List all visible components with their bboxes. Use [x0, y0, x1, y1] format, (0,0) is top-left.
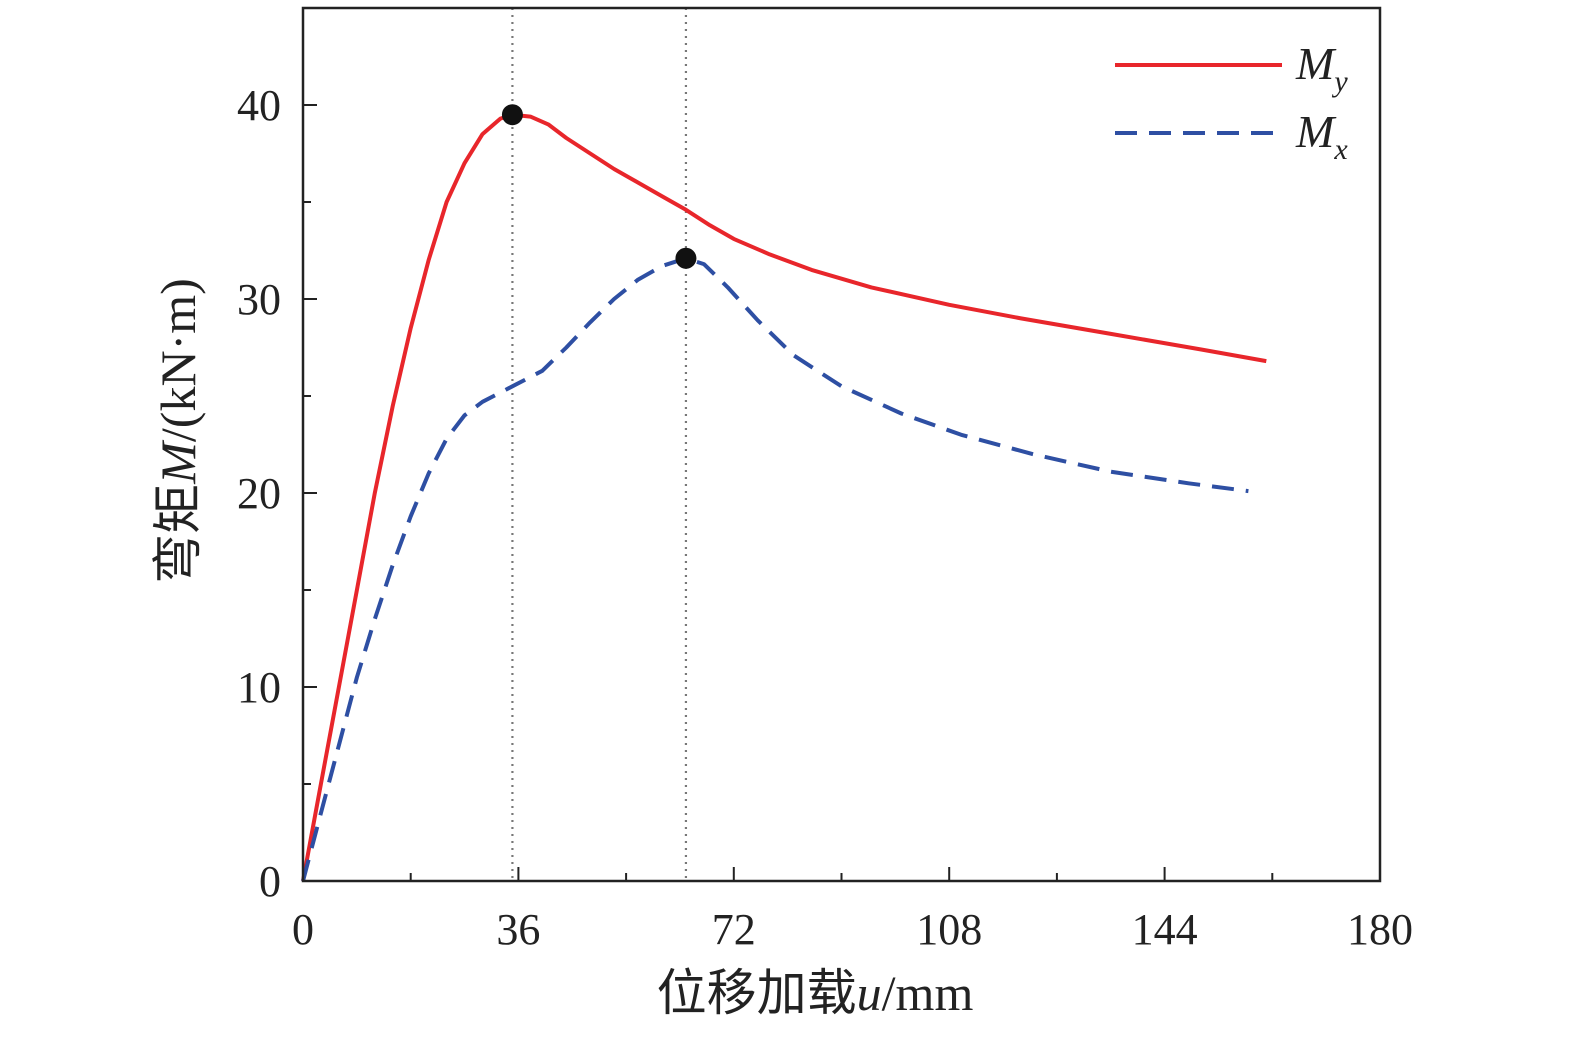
series-line-my: [301, 112, 1267, 882]
legend-label-mx-main: M: [1295, 106, 1337, 157]
x-tick-label: 72: [712, 905, 756, 954]
legend: My Mx: [1115, 38, 1348, 166]
x-tick-label: 36: [496, 905, 540, 954]
x-axis-title-unit: /mm: [882, 965, 974, 1021]
y-axis-title: 弯矩M/(kN·m): [150, 278, 206, 584]
y-tick-labels: 0 10 20 30 40: [237, 81, 281, 906]
x-tick-label: 180: [1347, 905, 1413, 954]
x-tick-label: 144: [1132, 905, 1198, 954]
series-layer: [301, 112, 1267, 882]
legend-label-my-main: M: [1295, 38, 1337, 89]
legend-label-mx-sub: x: [1333, 133, 1348, 166]
y-tick-label: 40: [237, 81, 281, 130]
peak-markers: [501, 104, 697, 269]
y-tick-label: 30: [237, 275, 281, 324]
legend-label-my: My: [1295, 38, 1348, 98]
peak-point-0: [501, 104, 523, 126]
y-axis-title-prefix: 弯矩: [150, 484, 206, 584]
x-axis-title-prefix: 位移加载: [657, 965, 857, 1021]
reference-lines: [511, 8, 688, 881]
legend-label-mx: Mx: [1295, 106, 1348, 166]
axis-ticks: [303, 104, 1274, 881]
x-tick-label: 108: [916, 905, 982, 954]
x-axis-title: 位移加载u/mm: [657, 965, 974, 1021]
x-axis-title-var: u: [857, 965, 882, 1021]
y-axis-title-unit: /(kN·m): [150, 278, 206, 442]
x-tick-labels: 0 36 72 108 144 180: [292, 905, 1413, 954]
y-axis-title-var: M: [150, 440, 206, 485]
legend-label-my-sub: y: [1331, 65, 1348, 98]
series-line-mx: [301, 256, 1249, 882]
peak-point-1: [675, 247, 697, 269]
y-tick-label: 10: [237, 663, 281, 712]
y-tick-label: 0: [259, 857, 281, 906]
y-tick-label: 20: [237, 469, 281, 518]
plot-frame: [301, 6, 1382, 883]
x-tick-label: 0: [292, 905, 314, 954]
